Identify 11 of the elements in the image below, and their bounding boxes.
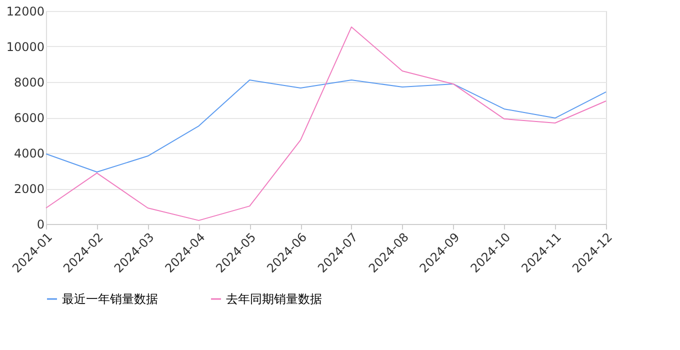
y-tick-label: 0 (36, 218, 44, 232)
y-tick-label: 4000 (14, 146, 44, 160)
y-tick-label: 6000 (14, 111, 44, 125)
legend-label: 最近一年销量数据 (62, 292, 158, 306)
y-tick-label: 12000 (6, 4, 44, 18)
y-tick-label: 2000 (14, 182, 44, 196)
line-series (46, 26, 606, 221)
y-tick-label: 8000 (14, 76, 44, 90)
y-tick-label: 10000 (6, 40, 44, 54)
legend-label: 去年同期销量数据 (226, 292, 322, 306)
line-series (46, 80, 606, 172)
